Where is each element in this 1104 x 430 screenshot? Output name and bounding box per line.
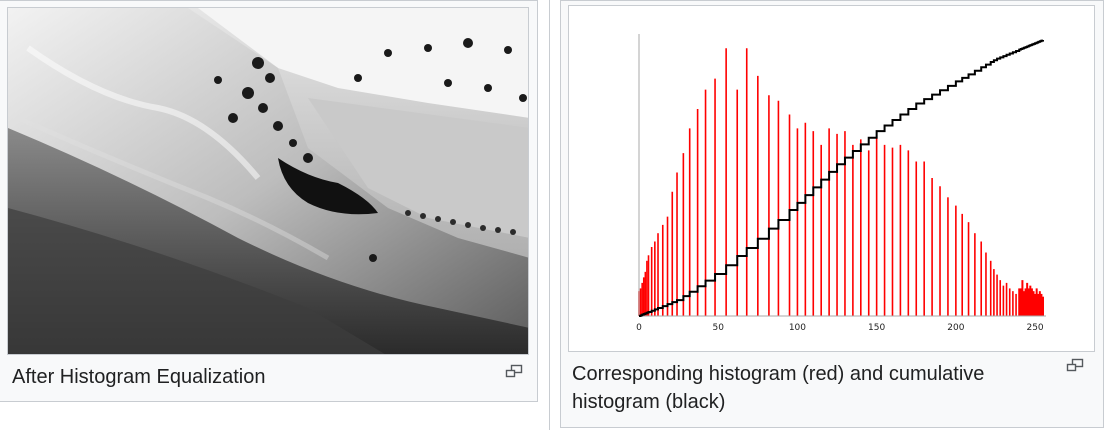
cumulative-histogram-line: [639, 39, 1044, 317]
x-tick-label: 200: [947, 323, 964, 333]
histogram-bars: [638, 48, 1044, 316]
magnify-clip-icon[interactable]: [1066, 358, 1084, 372]
thumbnail-left: After Histogram Equalization: [0, 0, 538, 402]
column-divider: [549, 0, 550, 430]
histogram-chart: 0 50 100 150 200 250: [636, 34, 1046, 333]
caption-left: After Histogram Equalization: [12, 366, 266, 388]
magnify-clip-icon[interactable]: [505, 364, 523, 378]
x-tick-label: 50: [712, 323, 724, 333]
x-tick-label: 150: [868, 323, 885, 333]
x-tick-label: 0: [636, 323, 642, 333]
equalized-photo[interactable]: [7, 7, 529, 355]
histogram-chart-frame[interactable]: 0 50 100 150 200 250: [568, 5, 1095, 352]
thumbnail-right: 0 50 100 150 200 250 Corresponding histogram …: [560, 0, 1104, 428]
x-tick-label: 250: [1026, 323, 1043, 333]
x-tick-label: 100: [789, 323, 806, 333]
landscape-photo-image: [8, 8, 528, 354]
x-tick-labels: 0 50 100 150 200 250: [636, 323, 1044, 333]
caption-right: Corresponding histogram (red) and cumula…: [572, 363, 985, 413]
